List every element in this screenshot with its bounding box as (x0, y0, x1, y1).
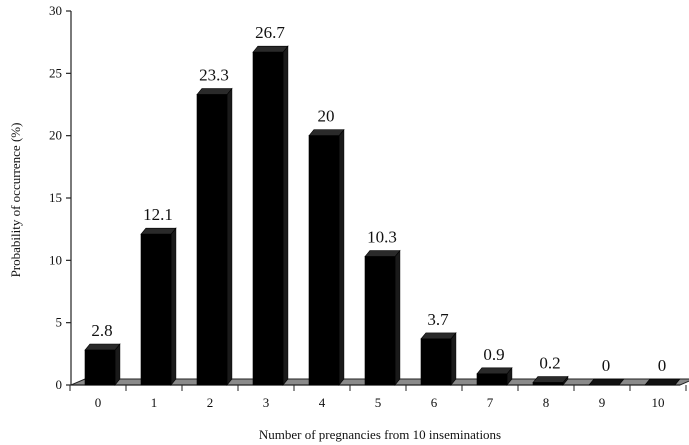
y-tick-label: 0 (56, 377, 63, 392)
data-label: 23.3 (199, 66, 229, 85)
bar-top (644, 378, 681, 386)
y-tick-label: 15 (49, 190, 62, 205)
y-axis: 0 5 10 15 20 25 30 (49, 3, 72, 392)
bar-top (588, 378, 625, 386)
bar-side (226, 87, 233, 386)
y-tick-label: 20 (49, 128, 62, 143)
data-label: 26.7 (255, 23, 285, 42)
bar-front (476, 373, 508, 386)
bar-front (84, 349, 116, 386)
data-labels: 2.8 12.1 23.3 26.7 20 10.3 3.7 0.9 0.2 0 0 (91, 23, 666, 375)
data-label: 0 (602, 356, 611, 375)
bar (308, 128, 345, 386)
bar-top (308, 129, 345, 136)
data-label: 0.9 (483, 345, 504, 364)
bar-side (170, 227, 177, 386)
bar-top (252, 45, 289, 53)
bars (84, 45, 681, 386)
y-tick-label: 25 (49, 65, 62, 80)
bar-front (364, 256, 396, 386)
bar (588, 378, 625, 386)
x-tick-label: 0 (95, 395, 102, 410)
data-label: 0.2 (539, 354, 560, 373)
data-label: 0 (658, 356, 667, 375)
bar (532, 375, 569, 386)
x-tick-label: 10 (652, 395, 665, 410)
bar-top (196, 88, 233, 95)
x-tick-label: 2 (207, 395, 214, 410)
bar-side (114, 343, 121, 386)
x-axis: 0 1 2 3 4 5 6 7 8 9 10 (69, 385, 687, 410)
data-label: 3.7 (427, 310, 449, 329)
x-tick-label: 9 (599, 395, 606, 410)
bar-top (364, 250, 401, 257)
y-tick-label: 30 (49, 3, 62, 18)
bar (196, 87, 233, 386)
x-tick-label: 1 (151, 395, 158, 410)
data-label: 20 (318, 107, 335, 126)
x-tick-label: 5 (375, 395, 382, 410)
bar-top (84, 343, 121, 351)
bar-top (140, 227, 177, 235)
y-tick-label: 5 (56, 315, 63, 330)
bar-front (140, 233, 172, 386)
bar-front (308, 135, 340, 386)
bar (252, 45, 289, 386)
bar (476, 366, 513, 386)
bar-top (476, 367, 513, 375)
x-tick-label: 3 (263, 395, 270, 410)
bar-side (394, 249, 401, 386)
y-tick-label: 10 (49, 252, 62, 267)
bar-top (420, 332, 457, 340)
x-tick-label: 7 (487, 395, 494, 410)
bar-front (420, 338, 452, 386)
bar-front (196, 94, 228, 386)
bar-side (450, 332, 457, 386)
x-tick-label: 6 (431, 395, 438, 410)
bar-side (282, 45, 289, 386)
bar (84, 343, 121, 386)
bar-front (532, 382, 564, 386)
bar-top (532, 376, 569, 383)
bar-side (338, 128, 345, 386)
data-label: 10.3 (367, 228, 397, 247)
bar (140, 227, 177, 386)
data-label: 12.1 (143, 205, 173, 224)
x-tick-label: 8 (543, 395, 550, 410)
bar (644, 378, 681, 386)
bar (420, 332, 457, 386)
bar-front (252, 51, 284, 386)
data-label: 2.8 (91, 321, 112, 340)
x-axis-title: Number of pregnancies from 10 inseminati… (259, 427, 501, 442)
x-tick-label: 4 (319, 395, 326, 410)
y-axis-title: Probability of occurrence (%) (8, 123, 23, 278)
bar (364, 249, 401, 386)
